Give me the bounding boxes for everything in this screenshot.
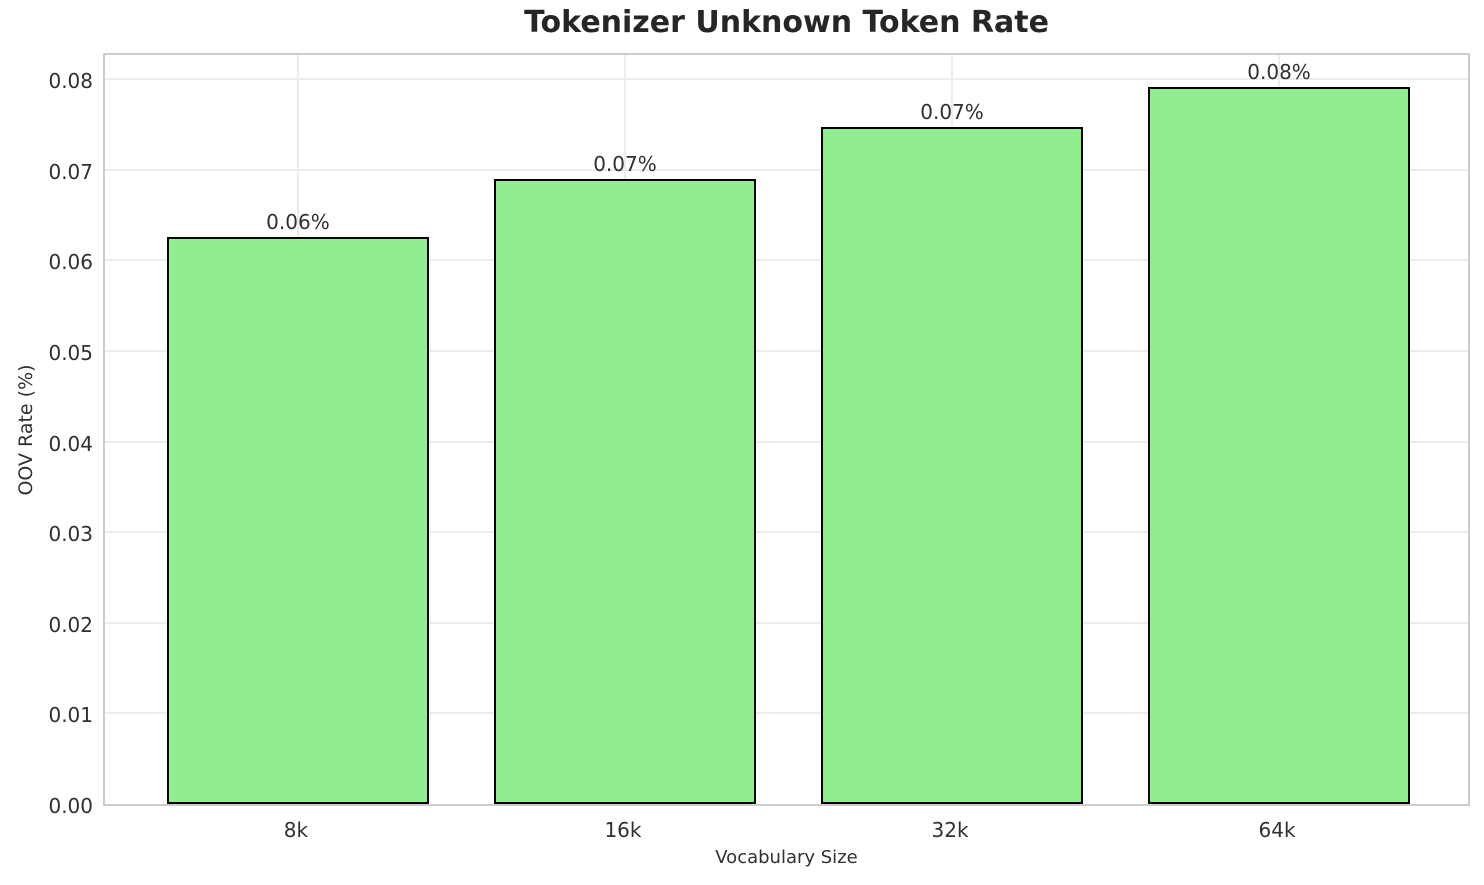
y-tick-0.07: 0.07 (48, 159, 93, 184)
bar-value-label-32k: 0.07% (920, 100, 984, 125)
bar-value-label-8k: 0.06% (266, 209, 330, 234)
h-gridline-0.07 (105, 168, 1468, 171)
y-tick-0.03: 0.03 (48, 522, 93, 547)
y-tick-0.02: 0.02 (48, 612, 93, 637)
bar-32k (821, 127, 1083, 804)
y-tick-0.00: 0.00 (48, 794, 93, 818)
bar-value-label-16k: 0.07% (593, 151, 657, 176)
bar-8k (167, 236, 429, 804)
h-gridline-0.02 (105, 621, 1468, 624)
y-tick-0.08: 0.08 (48, 69, 93, 94)
x-tick-32k: 32k (931, 818, 969, 842)
chart-title: Tokenizer Unknown Token Rate (524, 5, 1049, 40)
bar-64k (1148, 87, 1410, 804)
h-gridline-0.08 (105, 78, 1468, 81)
y-axis-label: OOV Rate (%) (15, 364, 37, 496)
bar-value-label-64k: 0.08% (1247, 60, 1311, 85)
y-tick-0.05: 0.05 (48, 340, 93, 365)
y-tick-0.06: 0.06 (48, 250, 93, 275)
x-tick-8k: 8k (283, 818, 309, 842)
h-gridline-0.01 (105, 712, 1468, 715)
y-tick-0.01: 0.01 (48, 703, 93, 728)
h-gridline-0.06 (105, 259, 1468, 262)
x-tick-64k: 64k (1258, 818, 1296, 842)
plot-area: 0.06% 0.07% 0.07% 0.08% (103, 53, 1470, 806)
y-tick-0.04: 0.04 (48, 431, 93, 456)
x-tick-16k: 16k (604, 818, 642, 842)
h-gridline-0.04 (105, 440, 1468, 443)
h-gridline-0.05 (105, 349, 1468, 352)
bar-16k (494, 178, 756, 804)
x-axis-label: Vocabulary Size (715, 847, 858, 868)
h-gridline-0.03 (105, 531, 1468, 534)
